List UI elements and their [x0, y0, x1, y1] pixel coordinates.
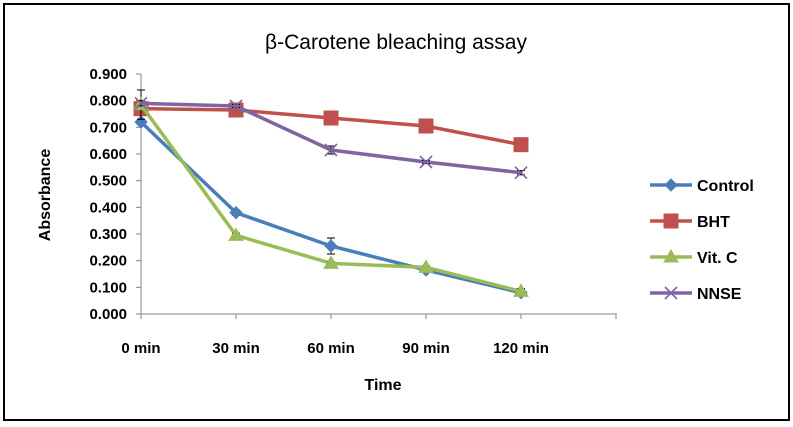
- y-tick-label: 0.900: [89, 66, 127, 83]
- legend: Control BHT Vit. C NNSE: [650, 178, 754, 303]
- marker-stroke: [134, 96, 148, 110]
- legend-entry-control: Control: [650, 178, 754, 195]
- x-axis-label: Time: [364, 377, 401, 394]
- y-tick-label: 0.700: [89, 119, 127, 136]
- data-point-bht: [418, 118, 434, 134]
- legend-label: NNSE: [697, 286, 742, 303]
- y-axis-label: Absorbance: [37, 149, 54, 242]
- data-point-nnse: [419, 155, 433, 169]
- marker-stroke: [229, 99, 243, 113]
- y-tick-label: 0.300: [89, 226, 127, 243]
- chart-frame: β-Carotene bleaching assay Absorbance Ti…: [3, 3, 790, 421]
- y-tick-label: 0.100: [89, 279, 127, 296]
- marker-stroke: [419, 155, 433, 169]
- x-tick-label: 120 min: [493, 340, 549, 357]
- y-tick-label: 0.600: [89, 146, 127, 163]
- data-point-bht: [513, 137, 529, 153]
- legend-marker: [664, 178, 678, 192]
- data-point-control: [229, 205, 243, 220]
- y-tick-label: 0.000: [89, 306, 127, 323]
- legend-marker: [664, 286, 678, 300]
- data-point-vit-c: [418, 259, 434, 273]
- legend-marker: [663, 249, 679, 263]
- data-point-control: [324, 239, 338, 253]
- marker-stroke: [324, 143, 338, 157]
- data-point-nnse: [324, 143, 338, 157]
- data-point-nnse: [514, 166, 528, 180]
- x-tick-label: 90 min: [402, 340, 450, 357]
- x-tick-label: 60 min: [307, 340, 355, 357]
- chart-svg: β-Carotene bleaching assay Absorbance Ti…: [37, 31, 754, 394]
- marker-stroke: [514, 166, 528, 180]
- legend-entry-nnse: NNSE: [650, 286, 742, 303]
- legend-label: BHT: [697, 214, 730, 231]
- y-tick-label: 0.200: [89, 253, 127, 270]
- y-tick-label: 0.400: [89, 199, 127, 216]
- data-point-nnse: [229, 99, 243, 113]
- legend-marker: [663, 213, 679, 229]
- chart-title: β-Carotene bleaching assay: [265, 31, 527, 54]
- data-point-vit-c: [323, 255, 339, 269]
- legend-label: Control: [697, 178, 754, 195]
- legend-entry-bht: BHT: [650, 213, 730, 231]
- legend-label: Vit. C: [697, 250, 738, 267]
- legend-entry-vit-c: Vit. C: [650, 249, 738, 267]
- x-tick-label: 0 min: [121, 340, 160, 357]
- data-point-vit-c: [228, 227, 244, 241]
- data-point-vit-c: [513, 283, 529, 297]
- y-tick-label: 0.500: [89, 173, 127, 190]
- marker-stroke: [664, 286, 678, 300]
- data-point-nnse: [134, 96, 148, 110]
- x-tick-label: 30 min: [212, 340, 260, 357]
- data-point-bht: [323, 110, 339, 126]
- plot-area: 0.000 0.100 0.200 0.300 0.400 0.500 0.600 0.700…: [89, 66, 617, 357]
- y-tick-label: 0.800: [89, 93, 127, 110]
